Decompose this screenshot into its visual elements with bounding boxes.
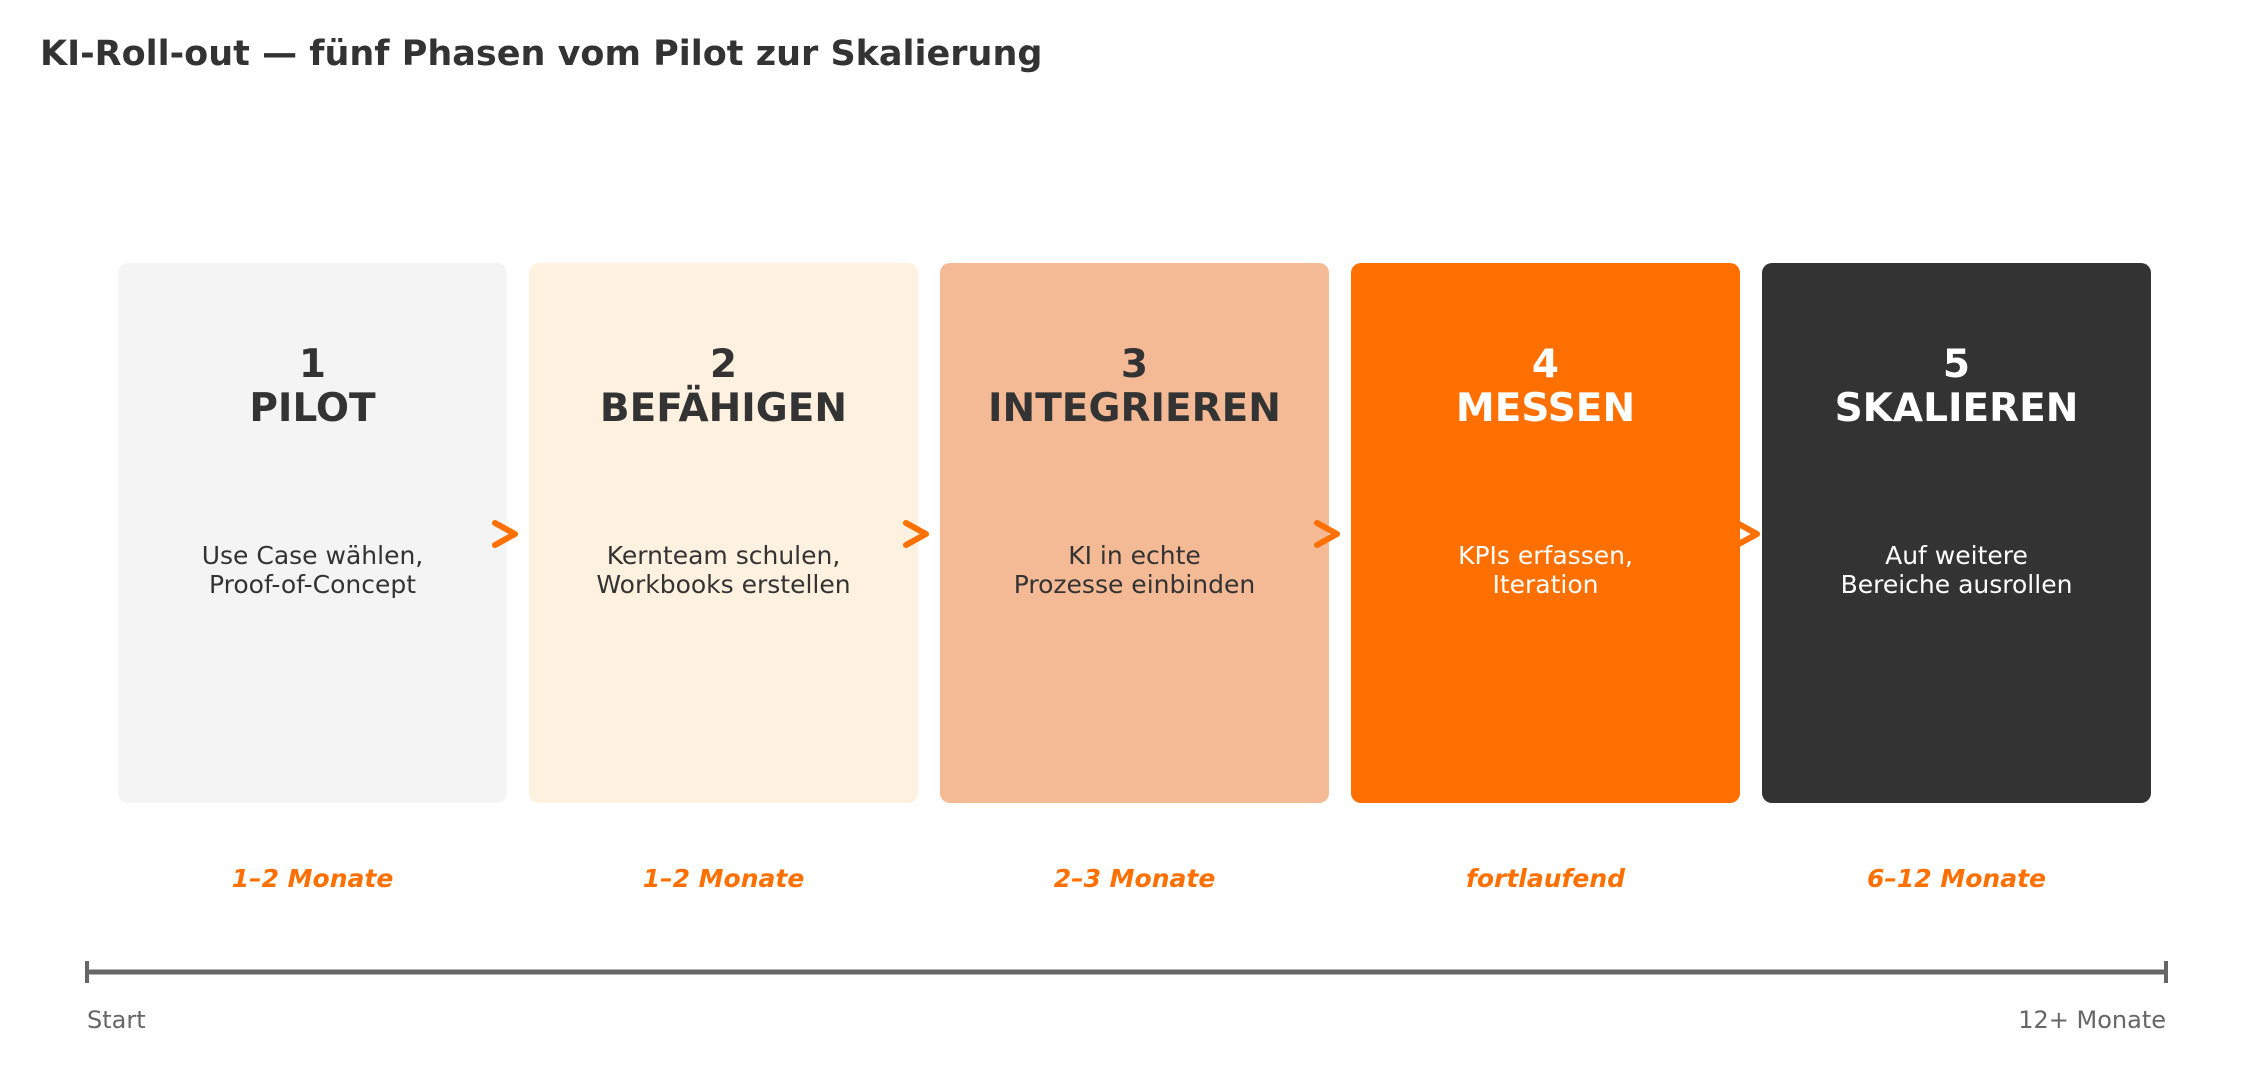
phase-card-messen: 4 MESSEN KPIs erfassen, Iteration	[1351, 263, 1740, 803]
phase-name: BEFÄHIGEN	[599, 386, 848, 431]
phase-description-line: Auf weitere	[1885, 541, 2028, 570]
phase-card-pilot: 1 PILOT Use Case wählen, Proof-of-Concep…	[118, 263, 507, 803]
phase-name: SKALIEREN	[1834, 386, 2079, 431]
phase-duration: 1–2 Monate	[642, 864, 805, 893]
phase-duration: fortlaufend	[1465, 864, 1626, 893]
diagram-title: KI-Roll-out — fünf Phasen vom Pilot zur …	[40, 34, 1043, 74]
phase-description-line: Proof-of-Concept	[208, 570, 417, 599]
phase-duration: 2–3 Monate	[1053, 864, 1216, 893]
arrow-right-icon	[1734, 520, 1760, 548]
phase-description: KPIs erfassen, Iteration	[1351, 541, 1740, 599]
phase-number: 1	[298, 342, 327, 387]
phase-description-line: KI in echte	[1068, 541, 1201, 570]
phase-description-line: KPIs erfassen,	[1458, 541, 1633, 570]
phase-number: 3	[1120, 342, 1149, 387]
phase-description-line: Iteration	[1492, 570, 1599, 599]
phase-description: Auf weitere Bereiche ausrollen	[1762, 541, 2151, 599]
arrow-right-icon	[492, 520, 518, 548]
phase-description-line: Kernteam schulen,	[606, 541, 841, 570]
phase-description-line: Prozesse einbinden	[1013, 570, 1256, 599]
phase-name: PILOT	[249, 386, 376, 431]
arrow-right-icon	[1314, 520, 1340, 548]
phase-description: Kernteam schulen, Workbooks erstellen	[529, 541, 918, 599]
phase-duration: 6–12 Monate	[1866, 864, 2047, 893]
phase-name: MESSEN	[1455, 386, 1636, 431]
phase-card-befaehigen: 2 BEFÄHIGEN Kernteam schulen, Workbooks …	[529, 263, 918, 803]
phase-number: 2	[709, 342, 738, 387]
phase-number: 5	[1942, 342, 1971, 387]
phase-description-line: Bereiche ausrollen	[1840, 570, 2073, 599]
timeline-end-label: 12+ Monate	[2018, 1006, 2166, 1034]
phase-description-line: Use Case wählen,	[201, 541, 424, 570]
phase-description: Use Case wählen, Proof-of-Concept	[118, 541, 507, 599]
phase-duration: 1–2 Monate	[231, 864, 394, 893]
timeline-start-label: Start	[87, 1006, 146, 1034]
phase-card-skalieren: 5 SKALIEREN Auf weitere Bereiche ausroll…	[1762, 263, 2151, 803]
phase-name: INTEGRIEREN	[988, 386, 1281, 431]
arrow-right-icon	[903, 520, 929, 548]
phase-description-line: Workbooks erstellen	[596, 570, 851, 599]
phase-card-integrieren: 3 INTEGRIEREN KI in echte Prozesse einbi…	[940, 263, 1329, 803]
phase-number: 4	[1531, 342, 1560, 387]
phase-description: KI in echte Prozesse einbinden	[940, 541, 1329, 599]
